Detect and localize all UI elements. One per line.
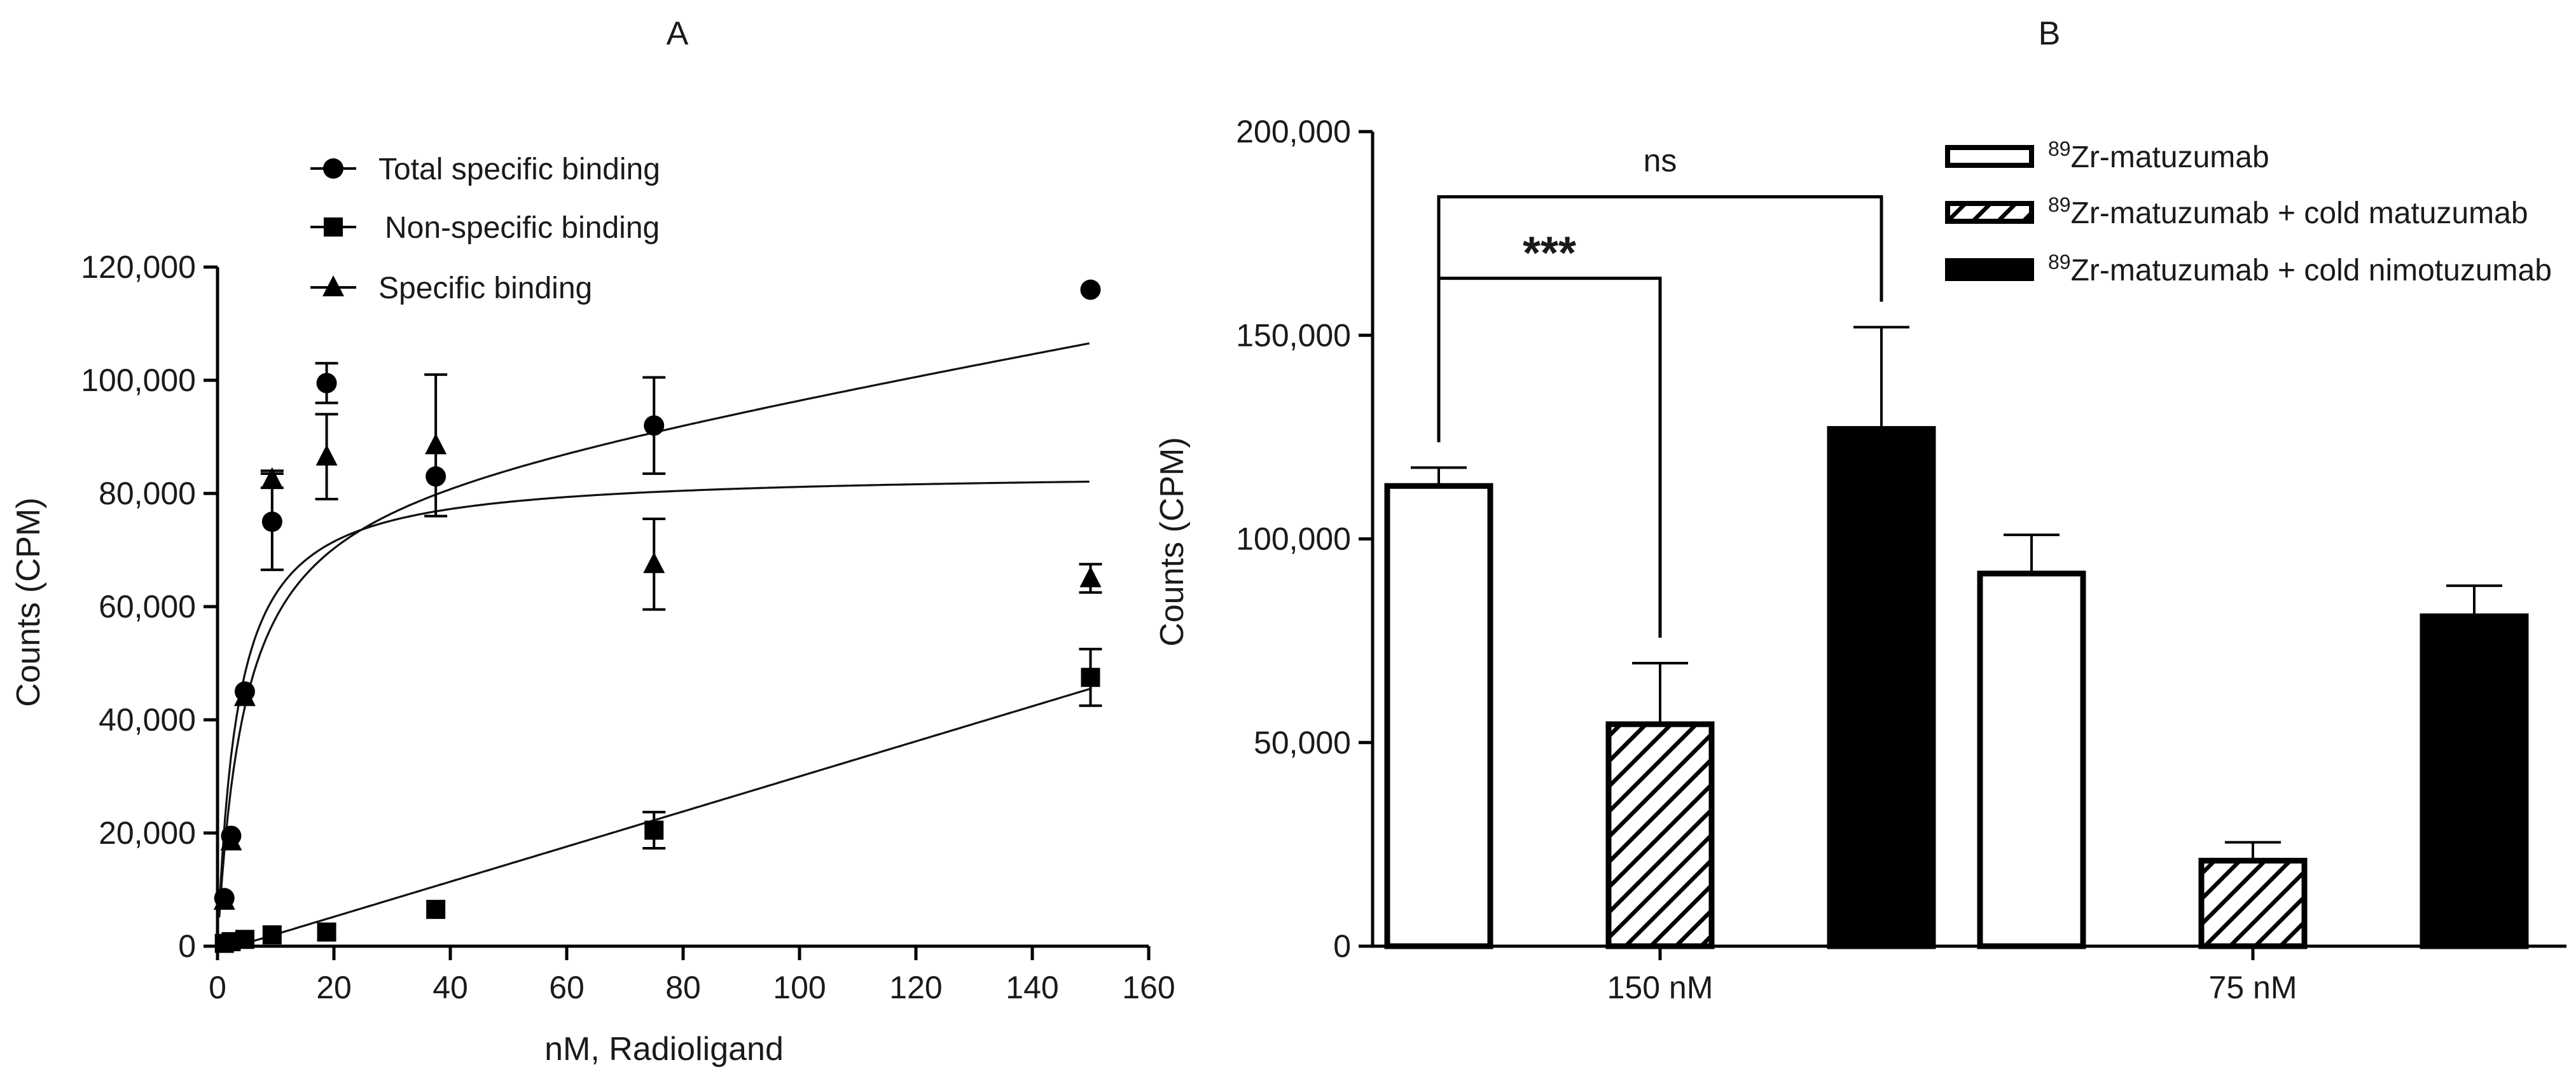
panel-a-x-axis-title: nM, Radioligand: [544, 1031, 784, 1068]
panel-b-y-axis-title: Counts (CPM): [1154, 437, 1191, 646]
legend-label-89zr-matuzumab-cold-nimotuzumab: 89Zr-matuzumab + cold nimotuzumab: [2048, 251, 2552, 287]
panel-b-x-tick-label: 75 nM: [2209, 970, 2297, 1005]
panel-a-y-tick-label: 80,000: [99, 476, 196, 511]
panel-b-y-tick-label: 200,000: [1236, 114, 1351, 149]
panel-a-label: A: [667, 15, 689, 52]
panel-b-y-tick-label: 0: [1333, 928, 1351, 964]
panel-a-error-bars: [261, 363, 1102, 848]
panel-a-y-tick-label: 120,000: [81, 249, 196, 285]
data-point-total-specific-binding: [317, 373, 337, 393]
legend-label-89zr-matuzumab: 89Zr-matuzumab: [2048, 137, 2269, 174]
bar-89zr-matuzumab-cold-matuzumab: [1609, 724, 1712, 946]
legend-marker-circle-icon: [323, 158, 343, 179]
panel-a: A 0 20 40 60 80 100 120 140 160 0 20,000 40,000 60,0…: [10, 15, 1175, 1068]
legend-marker-triangle-icon: [322, 275, 344, 296]
significance-stars: ***: [1523, 228, 1576, 279]
data-point-non-specific-binding: [1081, 668, 1100, 687]
bar-89zr-matuzumab: [1980, 574, 2083, 946]
legend-swatch-black-icon: [1948, 261, 2032, 279]
data-point-specific-binding: [643, 552, 665, 573]
panel-b-x-tick-label: 150 nM: [1607, 970, 1714, 1005]
panel-b-bars: [1387, 429, 2526, 946]
legend-swatch-hatched-icon: [1948, 203, 2032, 221]
panel-b-y-tick-label: 50,000: [1254, 725, 1351, 761]
data-point-specific-binding: [316, 444, 338, 465]
panel-b-y-tick-label: 150,000: [1236, 317, 1351, 353]
data-point-non-specific-binding: [235, 930, 254, 949]
panel-b-significance: *** ns: [1439, 142, 1881, 637]
panel-a-x-tick-label: 100: [773, 970, 826, 1005]
legend-swatch-white-icon: [1948, 148, 2032, 165]
panel-a-x-tick-label: 60: [549, 970, 585, 1005]
panel-a-x-tick-label: 0: [209, 970, 226, 1005]
bar-89zr-matuzumab-cold-nimotuzumab: [2423, 616, 2526, 946]
panel-b-legend: 89Zr-matuzumab 89Zr-matuzumab + cold matu…: [1948, 137, 2552, 287]
data-point-total-specific-binding: [1081, 280, 1101, 300]
panel-a-y-tick-label: 20,000: [99, 815, 196, 851]
data-point-total-specific-binding: [262, 512, 282, 532]
bar-89zr-matuzumab: [1387, 486, 1490, 946]
data-point-total-specific-binding: [644, 415, 664, 436]
panel-a-y-tick-label: 40,000: [99, 702, 196, 738]
legend-label-specific-binding: Specific binding: [378, 272, 592, 305]
panel-b-y-tick-label: 100,000: [1236, 521, 1351, 557]
panel-a-x-tick-label: 120: [889, 970, 942, 1005]
data-point-specific-binding: [425, 433, 447, 454]
ns-label: ns: [1644, 142, 1677, 178]
data-point-non-specific-binding: [644, 821, 663, 840]
panel-b-error-bars: [1411, 327, 2502, 860]
legend-label-total-specific-binding: Total specific binding: [378, 153, 660, 186]
legend-marker-square-icon: [324, 217, 343, 237]
panel-a-x-tick-label: 20: [316, 970, 352, 1005]
panel-a-axes: 0 20 40 60 80 100 120 140 160 0 20,000 40,000 60,000…: [81, 249, 1175, 1005]
data-point-specific-binding: [1080, 567, 1102, 588]
data-point-non-specific-binding: [263, 925, 282, 944]
data-point-total-specific-binding: [426, 466, 446, 486]
panel-a-data-points: [214, 280, 1102, 953]
panel-b: B 0 50,000 100,000 150,000 200,000 150 nM 75 n…: [1154, 15, 2566, 1005]
data-point-non-specific-binding: [426, 900, 445, 919]
bar-89zr-matuzumab-cold-matuzumab: [2201, 860, 2304, 946]
panel-b-label: B: [2039, 15, 2061, 52]
bar-89zr-matuzumab-cold-nimotuzumab: [1830, 429, 1933, 946]
panel-a-y-axis-title: Counts (CPM): [10, 497, 47, 706]
panel-a-y-tick-label: 100,000: [81, 362, 196, 398]
panel-a-x-tick-label: 80: [665, 970, 701, 1005]
legend-label-89zr-matuzumab-cold-matuzumab: 89Zr-matuzumab + cold matuzumab: [2048, 193, 2528, 230]
panel-a-x-tick-label: 160: [1122, 970, 1175, 1005]
panel-a-y-tick-label: 60,000: [99, 589, 196, 624]
data-point-non-specific-binding: [317, 923, 336, 942]
panel-a-legend: Total specific binding Non-specific bindi…: [310, 153, 660, 305]
legend-label-non-specific-binding: Non-specific binding: [385, 211, 660, 245]
panel-a-x-tick-label: 40: [433, 970, 468, 1005]
panel-a-x-tick-label: 140: [1006, 970, 1058, 1005]
panel-a-y-tick-label: 0: [178, 928, 196, 964]
